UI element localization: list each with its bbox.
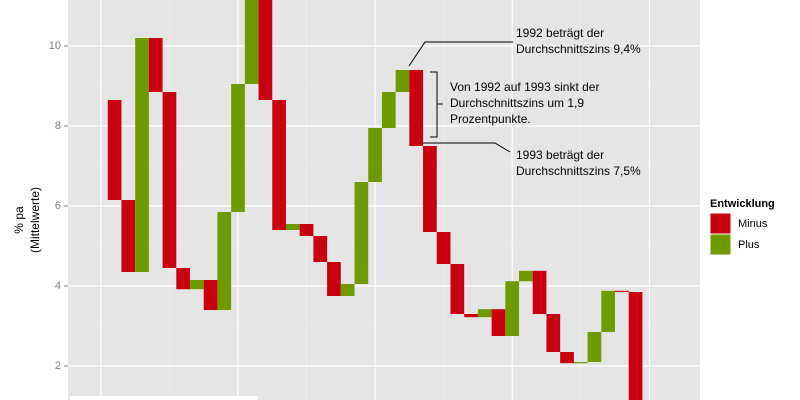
bar [368, 128, 382, 182]
bar [244, 0, 259, 84]
bar [491, 309, 506, 336]
bar [436, 232, 451, 264]
overlay [70, 396, 258, 400]
bar [423, 146, 437, 232]
bar [560, 352, 574, 364]
bar [450, 264, 465, 314]
y-tick-label: 4 [55, 280, 61, 292]
bar [615, 290, 629, 292]
bar [258, 0, 273, 100]
legend-key [709, 212, 732, 235]
bar [340, 284, 355, 296]
bar [354, 182, 369, 284]
annotation: Durchschnittszins um 1,9 [450, 96, 584, 110]
bar [395, 70, 410, 92]
y-tick-label: 8 [55, 120, 61, 132]
bar [505, 281, 520, 336]
legend-label: Plus [738, 239, 760, 251]
annotation-lines [408, 41, 513, 153]
annotation: Von 1992 auf 1993 sinkt der [450, 80, 599, 94]
bar [148, 38, 163, 92]
annotation: 1992 beträgt der [516, 26, 604, 40]
bar [135, 38, 149, 272]
bar [327, 262, 341, 296]
annotation-line [408, 41, 513, 67]
legend-key [709, 233, 732, 256]
bar [285, 224, 300, 230]
annotation: Durchschnittszins 9,4% [516, 42, 641, 56]
bar [176, 268, 191, 290]
annotation: Prozentpunkte. [450, 112, 531, 126]
bar [162, 92, 177, 268]
y-tick-label: 6 [55, 200, 61, 212]
bar [532, 270, 547, 314]
bar [587, 332, 602, 362]
bar [203, 280, 218, 310]
bar [519, 270, 533, 282]
bar [217, 212, 232, 310]
bar [121, 200, 136, 272]
y-tick-label: 2 [55, 360, 61, 372]
bar [573, 362, 588, 364]
bar [107, 100, 122, 200]
bar [546, 314, 561, 352]
annotation-line [423, 142, 511, 153]
bar [409, 70, 424, 146]
bar [601, 290, 616, 332]
bar [190, 280, 204, 290]
bar [272, 100, 286, 230]
legend-label: Minus [738, 218, 768, 230]
legend-title: Entwicklung [710, 198, 775, 210]
annotation: 1993 beträgt der [516, 148, 604, 162]
bar [299, 224, 314, 236]
bar [381, 92, 396, 128]
y-axis-title: (Mittelwerte) [28, 187, 42, 253]
bar [464, 314, 478, 318]
y-tick-label: 10 [49, 40, 61, 52]
annotation: Durchschnittszins 7,5% [516, 164, 641, 178]
bar [477, 309, 492, 318]
bar [313, 236, 328, 262]
y-axis-title: % pa [12, 206, 26, 234]
bars [107, 0, 643, 400]
bar [231, 84, 245, 212]
bar [628, 292, 643, 400]
